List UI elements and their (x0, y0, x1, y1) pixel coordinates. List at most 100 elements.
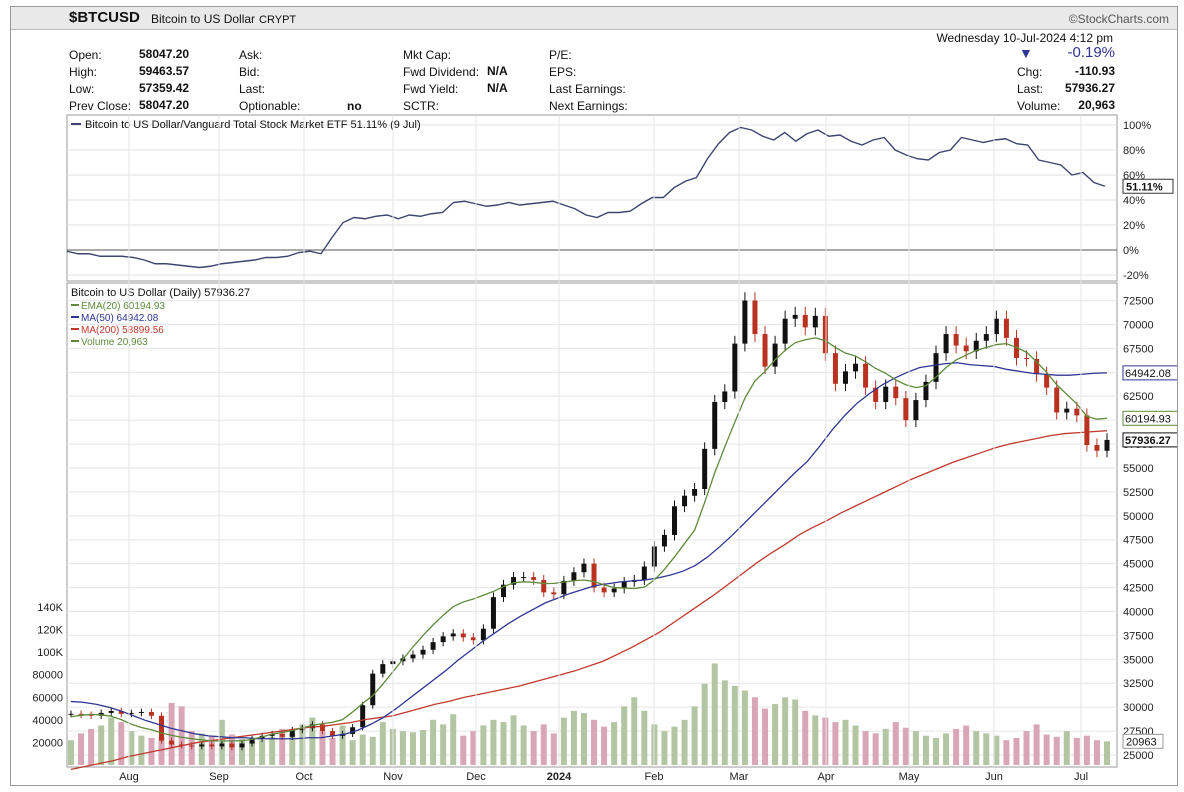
ma200-line (70, 430, 1108, 770)
volume-bar (912, 731, 919, 765)
volume-bar (238, 739, 245, 765)
volume-bar (409, 732, 416, 765)
instrument-name-text: Bitcoin to US Dollar (151, 12, 256, 26)
price-tick-label: 25000 (1123, 750, 1154, 762)
ratio-series-line (66, 126, 1106, 269)
volume-bar (480, 725, 487, 765)
volume-bar (68, 740, 74, 765)
candle-body (169, 740, 175, 745)
candle-body (360, 705, 366, 728)
volume-bar (1023, 731, 1030, 765)
candle-body (812, 315, 818, 328)
candle-body (682, 495, 688, 507)
candle-body (78, 713, 84, 715)
candle-body (128, 712, 134, 714)
price-tick-label: 35000 (1123, 654, 1154, 666)
ratio-tick-label: 80% (1123, 145, 1145, 157)
volume-bar (621, 706, 628, 765)
volume-bar (580, 713, 587, 765)
volume-bar (299, 724, 306, 765)
last-price-value: 57936.27 (1064, 81, 1115, 95)
bid-label: Bid: (239, 65, 260, 79)
price-tick-label: 45000 (1123, 559, 1154, 571)
price-tick-label: 32500 (1123, 678, 1154, 690)
price-last-label: 64942.08 (1125, 368, 1171, 380)
mkt-cap-label: Mkt Cap: (403, 48, 452, 62)
candle-body (873, 387, 879, 402)
candle-body (159, 715, 165, 741)
candle-body (963, 345, 969, 352)
ratio-tick-label: -20% (1123, 270, 1149, 282)
low-value: 57359.42 (139, 81, 190, 95)
volume-bar (902, 727, 909, 765)
x-tick-label: Mar (730, 771, 749, 783)
volume-bar (1003, 740, 1010, 765)
exchange-label: CRYPT (259, 14, 297, 26)
candle-body (1003, 318, 1009, 338)
volume-bar (490, 719, 497, 765)
price-tick-label: 65000 (1123, 367, 1154, 379)
price-tick-label: 67500 (1123, 343, 1154, 355)
candle-body (661, 534, 667, 547)
down-arrow-icon: ▼ (1019, 45, 1033, 61)
candle-body (802, 314, 808, 328)
volume-tick-label: 80000 (32, 670, 63, 682)
fwd-yield-value: N/A (487, 81, 508, 95)
volume-bar (802, 710, 809, 765)
candle-body (98, 712, 104, 716)
x-tick-label: Dec (466, 771, 486, 783)
candle-body (319, 724, 325, 732)
candle-body (1054, 387, 1060, 413)
fwd-yield-label: Fwd Yield: (403, 82, 459, 96)
candle-body (1094, 445, 1100, 451)
chart-frame: $BTCUSD Bitcoin to US Dollar CRYPT ©Stock… (10, 6, 1178, 786)
volume-bar (661, 731, 668, 765)
volume-bar (319, 731, 326, 765)
candle-body (883, 386, 889, 402)
volume-tick-label: 140K (37, 602, 63, 614)
volume-bar (691, 706, 698, 765)
candle-body (641, 566, 647, 580)
quote-header: Open: 58047.20 High: 59463.57 Low: 57359… (11, 29, 1177, 115)
candle-body (631, 579, 637, 582)
candle-body (430, 642, 436, 650)
candle-body (350, 727, 356, 734)
candle-body (893, 386, 899, 399)
volume-bar (1053, 736, 1060, 765)
candle-body (692, 489, 698, 496)
candle-body (199, 744, 205, 747)
x-tick-label: Feb (645, 771, 664, 783)
price-plot-area (66, 282, 1118, 768)
candle-body (591, 563, 597, 588)
volume-bar (369, 736, 376, 765)
quote-datetime: Wednesday 10-Jul-2024 4:12 pm (936, 31, 1113, 45)
last-price-label: Last: (1017, 82, 1044, 96)
source-credit[interactable]: ©StockCharts.com (1068, 12, 1169, 26)
candle-body (470, 637, 476, 641)
last-earnings-label: Last Earnings: (549, 82, 626, 96)
volume-bar (601, 726, 608, 765)
volume-bar (751, 697, 758, 765)
candle-body (148, 711, 154, 716)
candle-body (1024, 357, 1030, 359)
price-last-box (1122, 432, 1177, 448)
change-percent: -0.19% (1067, 44, 1115, 61)
volume-bar (158, 736, 165, 765)
candle-body (531, 577, 537, 580)
candle-body (1104, 439, 1110, 451)
volume-bar (399, 731, 406, 765)
ratio-last-box (1122, 178, 1174, 194)
candle-body (501, 584, 507, 598)
volume-bar (711, 663, 718, 765)
volume-bar (98, 725, 105, 765)
volume-bar (389, 728, 396, 765)
price-tick-label: 47500 (1123, 535, 1154, 547)
candle-body (249, 738, 255, 744)
candle-body (340, 733, 346, 736)
x-tick-label: Apr (817, 771, 834, 783)
ratio-tick-label: 100% (1123, 120, 1151, 132)
price-tick-label: 60000 (1123, 415, 1154, 427)
candle-body (752, 300, 758, 335)
volume-bar (782, 697, 789, 765)
candle-body (621, 581, 627, 589)
